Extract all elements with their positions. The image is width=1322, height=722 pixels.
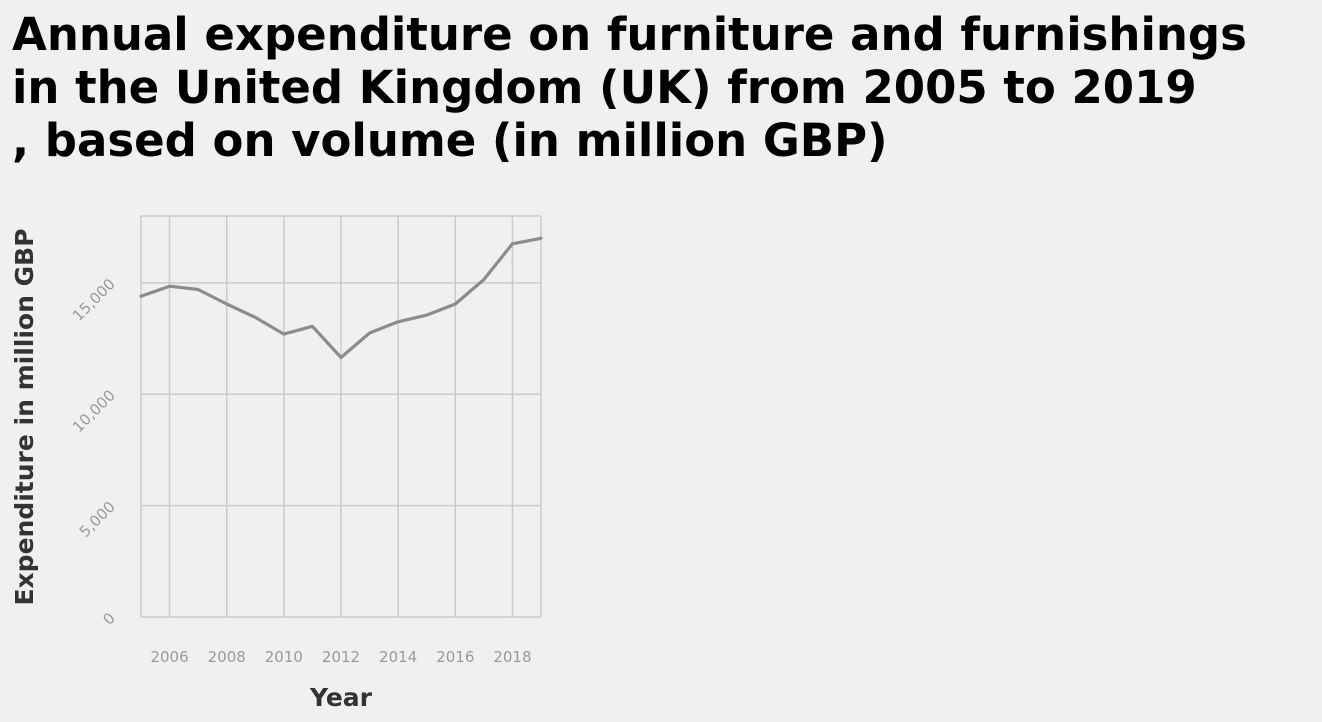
x-axis-label: Year [309,683,373,712]
series-layer [139,236,543,360]
chart-title-line-3: , based on volume (in million GBP) [12,114,888,167]
x-tick-label: 2014 [379,648,417,666]
y-axis-ticks: 0 5,000 10,000 15,000 [69,275,119,629]
x-tick-label: 2012 [322,648,360,666]
y-tick-label: 5,000 [76,498,119,541]
y-axis-label: Expenditure in million GBP [10,228,39,605]
series-line [139,236,543,360]
grid [140,215,542,618]
y-tick-label: 0 [99,609,118,628]
x-tick-label: 2010 [265,648,303,666]
y-tick-label: 10,000 [69,386,119,436]
y-tick-label: 15,000 [69,275,119,325]
x-axis-ticks: 2006 2008 2010 2012 2014 2016 2018 [150,648,531,666]
x-tick-label: 2016 [436,648,474,666]
x-tick-label: 2018 [493,648,531,666]
chart-title-line-1: Annual expenditure on furniture and furn… [12,8,1247,61]
x-tick-label: 2006 [150,648,188,666]
chart-title-line-2: in the United Kingdom (UK) from 2005 to … [12,61,1197,114]
x-tick-label: 2008 [208,648,246,666]
chart-title: Annual expenditure on furniture and furn… [12,8,1312,167]
